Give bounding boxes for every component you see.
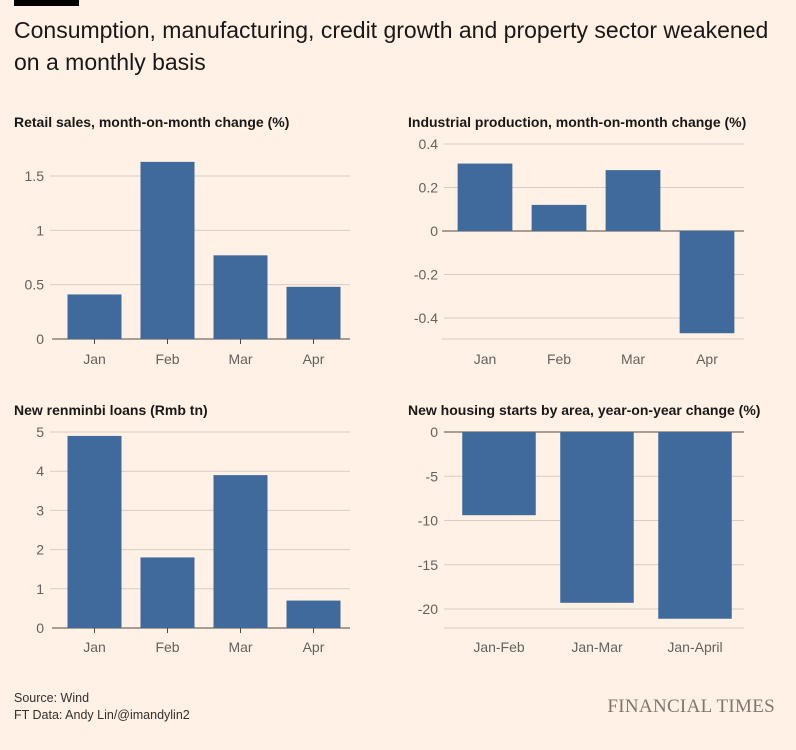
industrial-production-title: Industrial production, month-on-month ch… bbox=[408, 114, 746, 130]
housing-bar-jan-mar bbox=[560, 432, 634, 603]
industrial-bar-mar bbox=[606, 170, 661, 231]
industrial-y-tick-label: 0.2 bbox=[419, 180, 439, 196]
retail-x-tick-label: Mar bbox=[228, 351, 252, 367]
loans-x-tick-label: Feb bbox=[155, 639, 179, 655]
loans-y-tick-label: 4 bbox=[36, 463, 44, 479]
retail-y-tick-label: 0.5 bbox=[25, 277, 45, 293]
housing-y-tick-label: -10 bbox=[418, 513, 438, 529]
industrial-x-tick-label: Apr bbox=[696, 351, 718, 367]
housing-bar-jan-feb bbox=[462, 432, 536, 515]
retail-x-tick-label: Jan bbox=[83, 351, 106, 367]
housing-y-tick-label: -5 bbox=[426, 468, 439, 484]
retail-y-tick-label: 1.5 bbox=[25, 168, 45, 184]
loans-x-tick-label: Apr bbox=[303, 639, 325, 655]
renminbi-loans-chart: 0 1 2 3 4 5 Jan Feb Mar Apr bbox=[0, 418, 380, 668]
loans-y-tick-label: 0 bbox=[36, 620, 44, 636]
chart-headline: Consumption, manufacturing, credit growt… bbox=[14, 14, 784, 78]
loans-y-tick-label: 3 bbox=[36, 502, 44, 518]
loans-x-tick-label: Mar bbox=[228, 639, 252, 655]
housing-x-tick-label: Jan-Mar bbox=[571, 639, 623, 655]
retail-bar-mar bbox=[213, 255, 267, 339]
renminbi-loans-title: New renminbi loans (Rmb tn) bbox=[14, 402, 208, 418]
loans-x-tick-label: Jan bbox=[83, 639, 106, 655]
retail-sales-title: Retail sales, month-on-month change (%) bbox=[14, 114, 289, 130]
housing-starts-title: New housing starts by area, year-on-year… bbox=[408, 402, 760, 418]
retail-sales-chart: 0 0.5 1 1.5 Jan Feb Mar Apr bbox=[0, 130, 380, 380]
loans-y-tick-label: 2 bbox=[36, 542, 44, 558]
industrial-bar-feb bbox=[532, 205, 587, 231]
footer-notes: Source: Wind FT Data: Andy Lin/@imandyli… bbox=[14, 690, 190, 724]
housing-x-tick-label: Jan-April bbox=[667, 639, 722, 655]
housing-x-tick-label: Jan-Feb bbox=[473, 639, 525, 655]
loans-bar-apr bbox=[286, 601, 340, 628]
loans-y-tick-label: 5 bbox=[36, 424, 44, 440]
industrial-y-tick-label: -0.4 bbox=[414, 310, 438, 326]
housing-y-tick-label: -20 bbox=[418, 601, 438, 617]
loans-bar-mar bbox=[213, 475, 267, 628]
retail-x-tick-label: Apr bbox=[303, 351, 325, 367]
retail-bar-jan bbox=[67, 294, 121, 339]
financial-times-logo: FINANCIAL TIMES bbox=[607, 696, 775, 718]
loans-y-tick-label: 1 bbox=[36, 581, 44, 597]
source-note: Source: Wind bbox=[14, 690, 190, 707]
industrial-bar-apr bbox=[680, 231, 735, 333]
housing-y-tick-label: -15 bbox=[418, 557, 438, 573]
industrial-y-tick-label: -0.2 bbox=[414, 267, 438, 283]
loans-bar-feb bbox=[140, 557, 194, 628]
industrial-x-tick-label: Jan bbox=[474, 351, 497, 367]
housing-y-tick-label: 0 bbox=[430, 424, 438, 440]
industrial-y-tick-label: 0 bbox=[430, 223, 438, 239]
top-rule bbox=[14, 0, 79, 6]
industrial-y-tick-label: 0.4 bbox=[419, 136, 439, 152]
loans-bar-jan bbox=[67, 436, 121, 628]
industrial-x-tick-label: Mar bbox=[621, 351, 645, 367]
retail-bar-feb bbox=[140, 162, 194, 339]
industrial-bar-jan bbox=[458, 164, 513, 231]
housing-bar-jan-april bbox=[658, 432, 732, 619]
industrial-production-chart: -0.4 -0.2 0 0.2 0.4 Jan Feb Mar Apr bbox=[396, 130, 776, 380]
retail-y-tick-label: 1 bbox=[36, 222, 44, 238]
retail-y-tick-label: 0 bbox=[36, 331, 44, 347]
industrial-x-tick-label: Feb bbox=[547, 351, 571, 367]
retail-x-tick-label: Feb bbox=[155, 351, 179, 367]
credit-note: FT Data: Andy Lin/@imandylin2 bbox=[14, 707, 190, 724]
retail-bar-apr bbox=[286, 287, 340, 339]
housing-starts-chart: -20 -15 -10 -5 0 Jan-Feb Jan-Mar Jan-April bbox=[396, 418, 776, 668]
